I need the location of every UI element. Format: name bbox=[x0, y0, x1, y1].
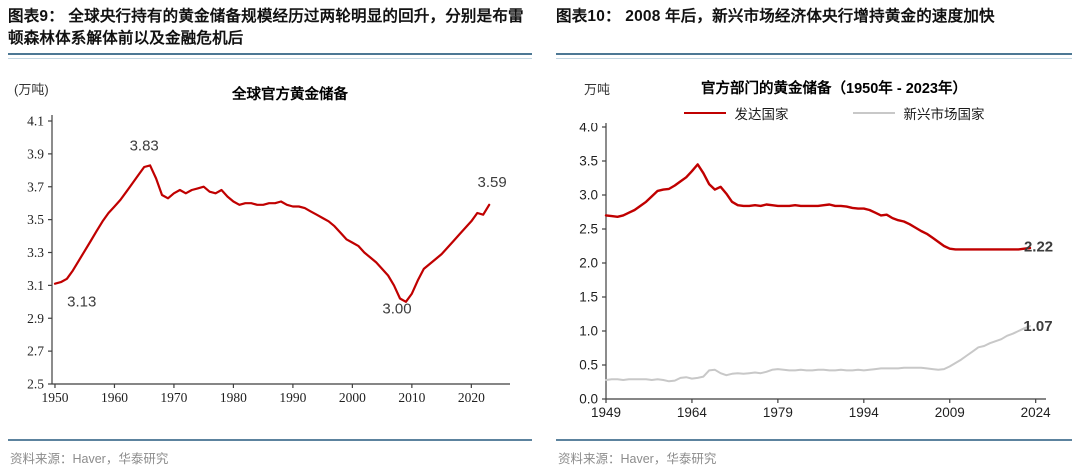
y-tick-label: 2.5 bbox=[579, 222, 598, 237]
x-tick-label: 1990 bbox=[279, 390, 306, 405]
x-tick-label: 1994 bbox=[849, 405, 880, 420]
data-label: 2.22 bbox=[1024, 238, 1053, 255]
source-note: 资料来源：Haver，华泰研究 bbox=[10, 452, 169, 466]
y-tick-label: 4.1 bbox=[27, 114, 44, 129]
data-label: 3.13 bbox=[67, 294, 96, 311]
y-tick-label: 1.0 bbox=[579, 324, 598, 339]
x-tick-label: 2010 bbox=[398, 390, 425, 405]
x-tick-label: 1979 bbox=[763, 405, 793, 420]
x-tick-label: 1949 bbox=[591, 405, 621, 420]
data-label: 3.59 bbox=[478, 174, 507, 191]
figure-10: 图表10： 2008 年后，新兴市场经济体央行增持黄金的速度加快 万吨 官方部门… bbox=[556, 6, 1072, 474]
legend-item-developed: 发达国家 bbox=[683, 103, 789, 123]
y-tick-label: 3.5 bbox=[579, 154, 598, 169]
x-tick-label: 1950 bbox=[41, 390, 68, 405]
heading-rule-dark bbox=[8, 53, 532, 55]
y-tick-label: 3.3 bbox=[27, 245, 44, 260]
heading-rule-light bbox=[8, 58, 532, 59]
figure-9: 图表9： 全球央行持有的黄金储备规模经历过两轮明显的回升，分别是布雷顿森林体系解… bbox=[8, 6, 532, 474]
source-rule bbox=[8, 439, 532, 441]
y-tick-label: 0.5 bbox=[579, 358, 598, 373]
global-official-gold-reserves-line-chart: 2.5 2.7 2.9 3.1 3.3 3.5 3.7 3.9 4.1 1950 1960 1970 1… bbox=[27, 114, 510, 405]
data-label: 1.07 bbox=[1023, 318, 1052, 335]
x-tick-label: 2000 bbox=[339, 390, 366, 405]
source-note: 资料来源：Haver，华泰研究 bbox=[558, 452, 717, 466]
x-tick-label: 1980 bbox=[220, 390, 247, 405]
y-tick-label: 2.0 bbox=[579, 256, 598, 271]
x-tick-label: 1964 bbox=[677, 405, 708, 420]
figure-10-chart-area: 万吨 官方部门的黄金储备（1950年 - 2023年） 发达国家 新兴市场国家 … bbox=[556, 59, 1072, 433]
legend-label: 新兴市场国家 bbox=[903, 107, 985, 122]
y-tick-label: 3.7 bbox=[27, 179, 44, 194]
figure-9-chart-area: (万吨) 全球官方黄金储备 2.5 2.7 2.9 3.1 3.3 3.5 3.7 3.9 4.… bbox=[8, 59, 532, 433]
y-tick-label: 3.9 bbox=[27, 146, 44, 161]
x-tick-label: 2009 bbox=[935, 405, 965, 420]
chart-title: 官方部门的黄金储备（1950年 - 2023年） bbox=[701, 81, 967, 97]
series-line-0 bbox=[604, 163, 1032, 251]
legend-label: 发达国家 bbox=[734, 107, 789, 122]
source-rule bbox=[556, 439, 1072, 441]
data-label: 3.83 bbox=[130, 138, 159, 155]
y-tick-label: 4.0 bbox=[579, 123, 598, 135]
y-tick-label: 0.0 bbox=[579, 392, 598, 407]
x-tick-label: 2020 bbox=[458, 390, 485, 405]
emerging-series-swatch bbox=[852, 111, 895, 115]
official-sector-gold-reserves-line-chart: 0.0 0.5 1.0 1.5 2.0 2.5 3.0 3.5 4.0 1949 1964 1979 1… bbox=[579, 123, 1053, 420]
y-tick-label: 3.1 bbox=[27, 278, 44, 293]
y-tick-label: 3.5 bbox=[27, 212, 44, 227]
y-tick-label: 2.9 bbox=[27, 311, 44, 326]
figure-9-heading: 图表9： 全球央行持有的黄金储备规模经历过两轮明显的回升，分别是布雷顿森林体系解… bbox=[8, 8, 524, 48]
data-label: 3.00 bbox=[382, 300, 411, 317]
series-line-1 bbox=[605, 325, 1031, 383]
y-axis-unit-label: 万吨 bbox=[584, 82, 611, 97]
legend: 发达国家 新兴市场国家 bbox=[596, 103, 1072, 123]
y-axis-unit-label: (万吨) bbox=[14, 82, 49, 97]
chart-title: 全球官方黄金储备 bbox=[232, 87, 348, 103]
developed-series-swatch bbox=[683, 111, 726, 115]
series-line-0 bbox=[53, 164, 491, 303]
legend-item-emerging: 新兴市场国家 bbox=[852, 103, 985, 123]
heading-rule-dark bbox=[556, 53, 1072, 55]
x-tick-label: 2024 bbox=[1021, 405, 1052, 420]
x-tick-label: 1960 bbox=[101, 390, 128, 405]
y-tick-label: 2.5 bbox=[27, 377, 44, 392]
figure-10-heading: 图表10： 2008 年后，新兴市场经济体央行增持黄金的速度加快 bbox=[556, 8, 995, 25]
heading-rule-light bbox=[556, 58, 1072, 59]
y-tick-label: 3.0 bbox=[579, 188, 598, 203]
x-tick-label: 1970 bbox=[160, 390, 187, 405]
y-tick-label: 1.5 bbox=[579, 290, 598, 305]
y-tick-label: 2.7 bbox=[27, 344, 44, 359]
